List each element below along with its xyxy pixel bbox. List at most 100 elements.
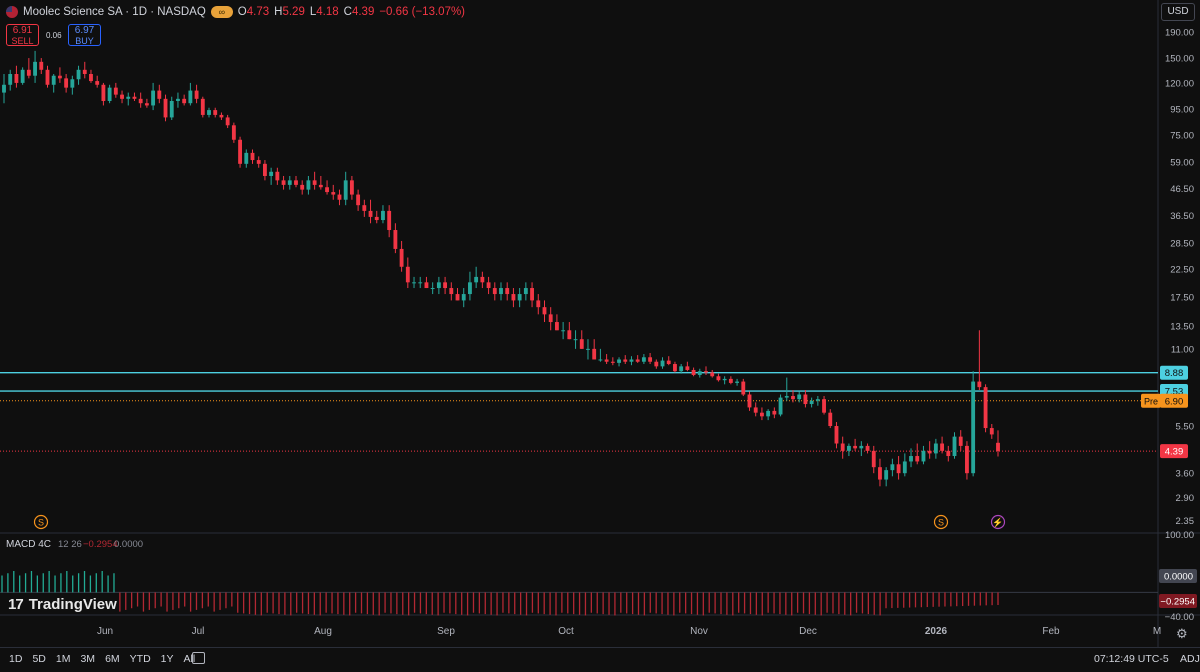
candle (815, 399, 820, 401)
candle (660, 360, 665, 367)
price-tick-label: 3.60 (1176, 469, 1195, 480)
pre-market-value: 6.90 (1165, 396, 1184, 407)
candle (878, 467, 882, 480)
price-tick-label: 75.00 (1170, 131, 1194, 142)
high-label: H (274, 6, 283, 18)
candle (331, 192, 336, 195)
candle (356, 194, 361, 206)
sell-price: 6.91 (12, 25, 33, 36)
candle (393, 230, 398, 249)
event-marker-icon (990, 514, 1006, 530)
candle (176, 98, 180, 101)
candle (834, 426, 839, 444)
range-button-ytd[interactable]: YTD (129, 653, 151, 665)
price-tick-label: 2.35 (1176, 516, 1195, 527)
settings-gear-icon[interactable]: ⚙ (1176, 626, 1188, 641)
candle (89, 73, 93, 82)
price-tick-label: 13.50 (1170, 322, 1194, 333)
candle (697, 371, 702, 375)
candle (933, 443, 938, 454)
last-price-bg (1160, 444, 1188, 459)
candle (871, 450, 876, 468)
range-button-1m[interactable]: 1M (55, 653, 71, 665)
sell-label: SELL (11, 36, 34, 46)
open-value: 4.73 (246, 6, 270, 18)
candle (673, 364, 677, 372)
price-tick-label: 5.50 (1176, 422, 1195, 433)
candle (586, 348, 590, 350)
time-tick-label: Sep (437, 626, 455, 637)
candle (101, 84, 106, 101)
clock-time[interactable]: 07:12:49 UTC-5 (1094, 653, 1169, 665)
candle (461, 294, 466, 301)
event-marker-icon-glyph: ⚡ (992, 517, 1003, 529)
range-button-all[interactable]: All (183, 653, 196, 665)
buy-label: BUY (75, 36, 94, 46)
dividend-marker-icon-glyph: S (38, 518, 44, 528)
candle (412, 282, 416, 284)
candle (381, 210, 385, 221)
candle (231, 125, 236, 140)
candle (567, 330, 572, 340)
candle (952, 436, 957, 457)
candle (281, 180, 286, 185)
buy-button[interactable]: 6.97 BUY (68, 24, 101, 46)
price-chart[interactable]: 190.00 150.00 120.00 95.00 75.00 59.00 46.50 36… (0, 0, 1200, 647)
candle (2, 84, 6, 93)
candle (157, 90, 162, 99)
candle (896, 464, 901, 474)
candle (287, 180, 292, 185)
candle (666, 360, 671, 365)
sell-button[interactable]: 6.91 SELL (6, 24, 39, 46)
candle (840, 443, 845, 451)
time-tick-label: Feb (1042, 626, 1060, 637)
candle (26, 69, 31, 76)
candle (822, 399, 826, 413)
candle (890, 464, 895, 471)
range-button-3m[interactable]: 3M (80, 653, 96, 665)
candle (82, 69, 87, 74)
range-button-1y[interactable]: 1Y (160, 653, 174, 665)
candle (474, 276, 479, 283)
macd-value-label: −0.2954 (1160, 597, 1195, 608)
price-tick-label: 28.50 (1170, 238, 1194, 249)
candle (797, 394, 802, 400)
candle (256, 160, 261, 164)
dividend-marker-icon (33, 514, 49, 530)
candle (95, 81, 100, 85)
range-button-1d[interactable]: 1D (9, 653, 23, 665)
price-tick-label: 2.90 (1176, 493, 1195, 504)
candle (468, 282, 472, 295)
candle (269, 171, 274, 176)
candle (486, 282, 491, 289)
candle (151, 90, 156, 106)
candle (45, 69, 50, 85)
currency-button[interactable]: USD (1161, 3, 1195, 21)
candle (722, 378, 727, 381)
candle (679, 366, 684, 372)
candle (200, 98, 205, 115)
tradingview-logo[interactable]: 17 TradingView (8, 596, 117, 613)
price-tick-label: 36.50 (1170, 211, 1194, 222)
candle (728, 378, 733, 383)
candle (965, 445, 969, 474)
price-tick-label: 120.00 (1165, 78, 1194, 89)
candle (480, 276, 485, 283)
candle (853, 445, 858, 449)
candle (51, 75, 56, 85)
range-button-6m[interactable]: 6M (105, 653, 120, 665)
adj-button[interactable]: ADJ (1180, 653, 1200, 665)
macd-zero-label-bg (1159, 569, 1197, 583)
candle (598, 359, 603, 361)
candle (623, 359, 628, 362)
dividend-marker-icon-glyph: S (938, 518, 944, 528)
candle (927, 450, 932, 454)
range-button-5d[interactable]: 5D (32, 653, 46, 665)
low-label: L (309, 6, 317, 18)
candle (809, 400, 814, 405)
calendar-icon[interactable] (192, 652, 205, 664)
symbol-title[interactable]: Moolec Science SA · 1D · NASDAQ (23, 6, 206, 18)
candle (828, 412, 833, 427)
candle (76, 69, 81, 80)
dividend-marker-icon (933, 514, 949, 530)
